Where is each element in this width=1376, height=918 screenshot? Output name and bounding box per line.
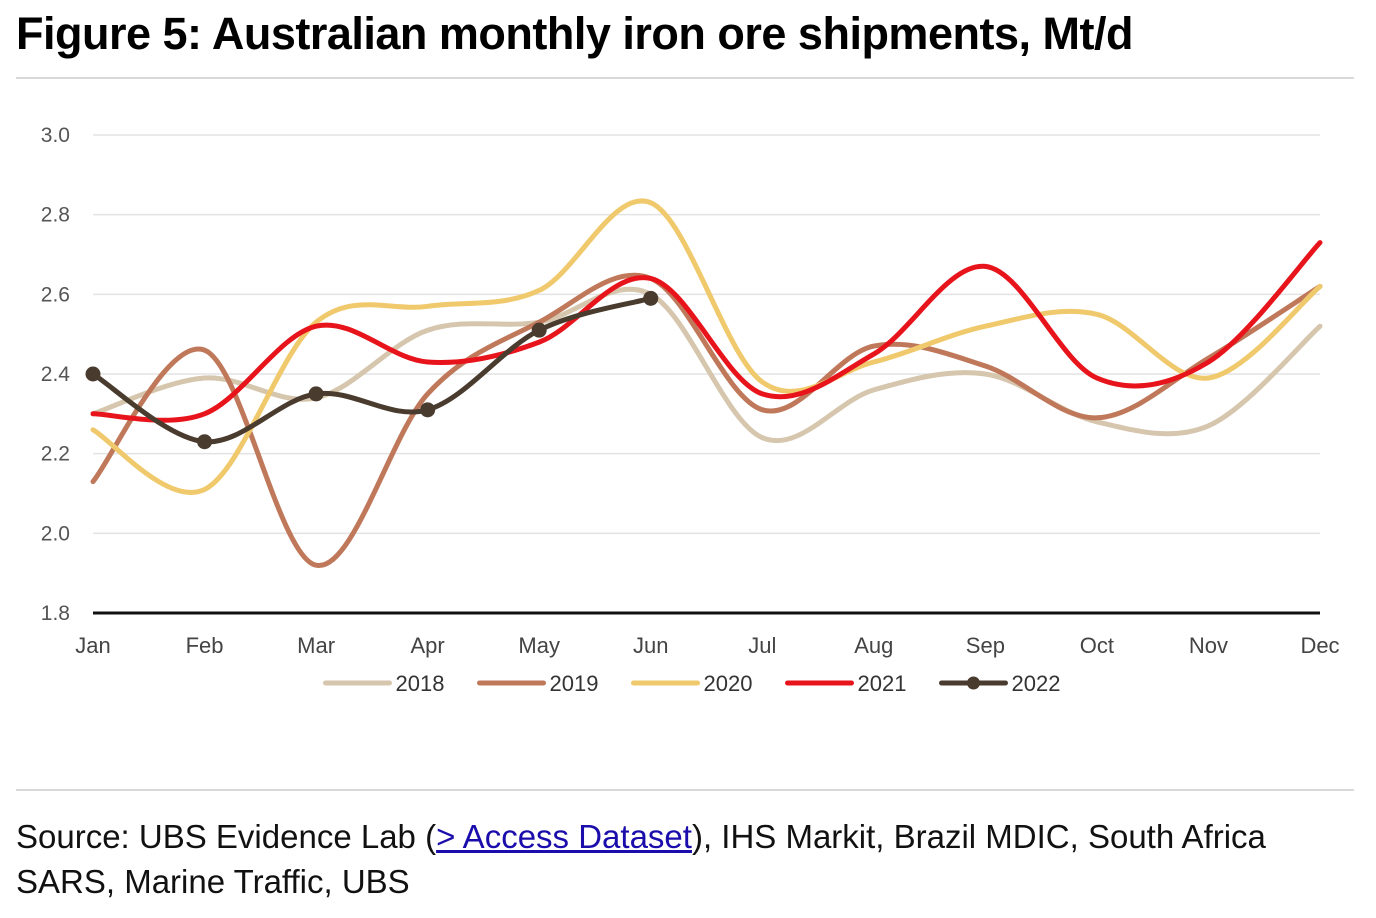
data-point-2022 — [531, 322, 547, 338]
x-tick-label: Dec — [1300, 633, 1339, 658]
series-line-2021 — [90, 240, 1323, 423]
source-note: Source: UBS Evidence Lab (> Access Datas… — [16, 814, 1361, 904]
series-lines — [85, 198, 1323, 568]
series-line-2018 — [90, 286, 1323, 443]
series-line-2019 — [90, 272, 1323, 568]
y-tick-label: 2.0 — [41, 522, 70, 545]
legend-label: 2020 — [704, 671, 753, 696]
y-tick-label: 2.4 — [41, 363, 71, 386]
source-prefix: Source: UBS Evidence Lab ( — [16, 818, 437, 855]
x-tick-label: Jul — [748, 633, 776, 658]
line-chart: 1.8 2.0 2.2 2.4 2.6 2.8 3.0 Jan Feb Mar Apr May Jun… — [41, 124, 1340, 696]
x-tick-label: Oct — [1080, 633, 1114, 658]
data-point-2022 — [197, 434, 213, 450]
data-point-2022 — [420, 402, 436, 418]
legend-item-2018: 2018 — [323, 671, 445, 696]
legend-marker — [967, 676, 980, 690]
y-tick-label: 1.8 — [41, 602, 70, 625]
x-axis-tick-labels: Jan Feb Mar Apr May Jun Jul Aug Sep Oct Nov Dec — [75, 633, 1339, 658]
y-axis-tick-labels: 1.8 2.0 2.2 2.4 2.6 2.8 3.0 — [41, 124, 71, 625]
figure-title: Figure 5: Australian monthly iron ore sh… — [16, 8, 1133, 59]
legend-label: 2021 — [858, 671, 907, 696]
access-dataset-link[interactable]: > Access Dataset — [436, 818, 692, 855]
x-tick-label: Jan — [75, 633, 110, 658]
legend-item-2019: 2019 — [477, 671, 599, 696]
y-tick-label: 2.2 — [41, 443, 70, 466]
legend-item-2020: 2020 — [631, 671, 753, 696]
legend-label: 2018 — [396, 671, 445, 696]
y-tick-label: 2.6 — [41, 283, 70, 306]
x-tick-label: Jun — [633, 633, 668, 658]
x-tick-label: Apr — [411, 633, 445, 658]
source-divider — [16, 789, 1354, 791]
x-tick-label: Sep — [966, 633, 1005, 658]
legend-item-2021: 2021 — [785, 671, 907, 696]
legend-label: 2019 — [550, 671, 599, 696]
x-tick-label: Mar — [297, 633, 335, 658]
y-tick-label: 2.8 — [41, 204, 70, 227]
x-tick-label: Nov — [1189, 633, 1228, 658]
x-tick-label: Aug — [854, 633, 893, 658]
x-tick-label: Feb — [186, 633, 224, 658]
source-suffix: ), IHS Markit, Brazil MDIC, South Africa… — [16, 818, 1266, 900]
gridlines — [93, 134, 1320, 535]
data-point-2022 — [643, 290, 659, 306]
legend-item-2022: 2022 — [939, 671, 1061, 696]
x-tick-label: May — [518, 633, 560, 658]
title-divider — [16, 77, 1354, 79]
y-tick-label: 3.0 — [41, 124, 70, 147]
data-point-2022 — [308, 386, 324, 402]
legend-label: 2022 — [1012, 671, 1061, 696]
series-line-2020 — [90, 198, 1323, 495]
legend: 2018 2019 2020 2021 2022 — [323, 671, 1061, 696]
data-point-2022 — [85, 366, 101, 382]
